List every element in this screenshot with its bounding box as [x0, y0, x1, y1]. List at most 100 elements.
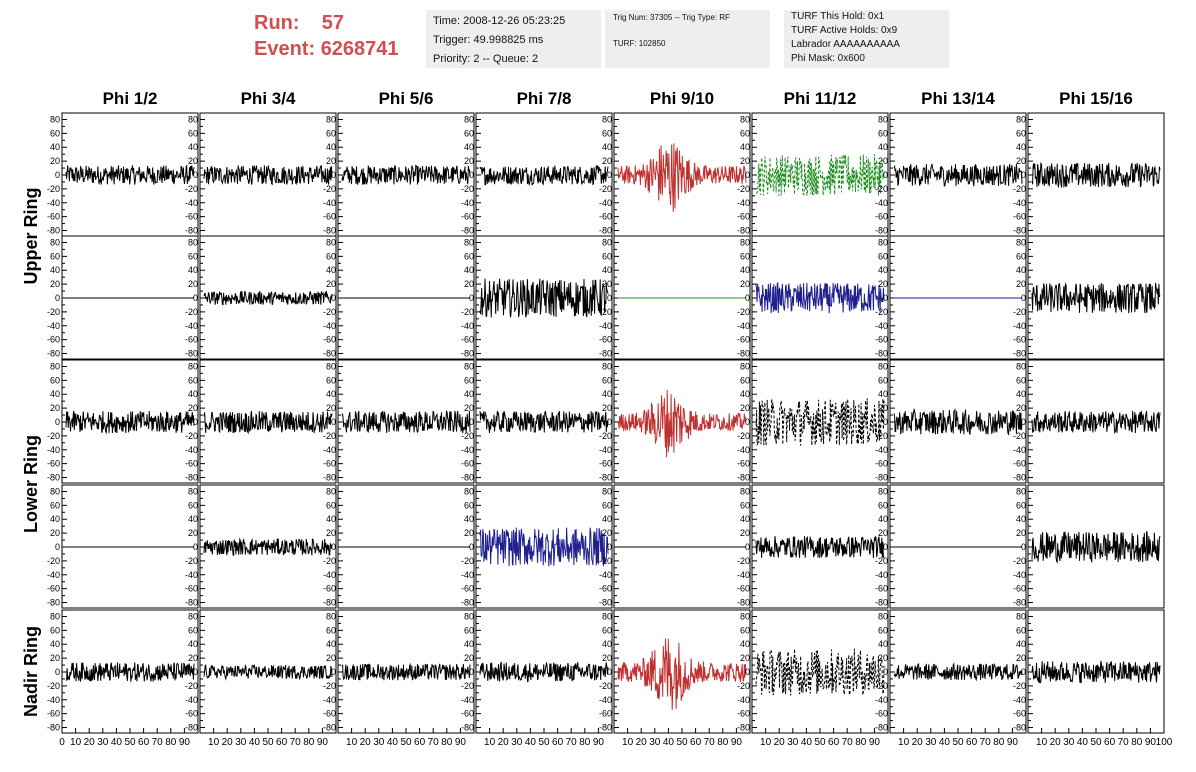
y-tick-label: 40	[326, 265, 336, 275]
y-tick-label: -40	[737, 570, 750, 580]
time-info-box: Time: 2008-12-26 05:23:25 Trigger: 49.99…	[426, 10, 601, 68]
y-tick-label: 0	[745, 542, 750, 552]
x-tick-label: 90	[455, 737, 467, 748]
y-tick-label: -20	[323, 681, 336, 691]
x-tick-label: 50	[1090, 737, 1102, 748]
y-tick-label: 60	[602, 128, 612, 138]
y-tick-label: 0	[331, 170, 336, 180]
y-tick-label: 40	[188, 142, 198, 152]
column-header: Phi 1/2	[103, 89, 158, 108]
y-tick-label: 40	[188, 514, 198, 524]
waveform-trace	[617, 389, 747, 458]
y-tick-label: -20	[47, 307, 60, 317]
y-tick-label: 0	[331, 667, 336, 677]
y-tick-label: -80	[737, 723, 750, 733]
y-tick-label: 60	[326, 251, 336, 261]
y-tick-label: -20	[875, 431, 888, 441]
y-tick-label: 20	[50, 279, 60, 289]
y-tick-label: 40	[1016, 265, 1026, 275]
y-tick-label: 60	[602, 625, 612, 635]
waveform-trace	[203, 410, 333, 435]
y-tick-label: -80	[875, 473, 888, 483]
y-tick-label: -80	[185, 598, 198, 608]
y-tick-label: 0	[883, 667, 888, 677]
y-tick-label: -40	[1013, 695, 1026, 705]
y-tick-label: -80	[1013, 723, 1026, 733]
trigger-text: Trigger: 49.998825 ms	[433, 34, 544, 46]
waveform-trace	[755, 154, 885, 197]
y-tick-label: -60	[737, 709, 750, 719]
y-tick-label: 20	[1016, 403, 1026, 413]
waveform-trace	[755, 648, 885, 696]
y-tick-label: -20	[185, 681, 198, 691]
x-tick-label: 50	[400, 737, 412, 748]
y-tick-label: 20	[1016, 279, 1026, 289]
x-tick-label: 20	[636, 737, 648, 748]
y-tick-label: -60	[47, 212, 60, 222]
y-tick-label: -20	[599, 307, 612, 317]
turf-active-text: TURF Active Holds: 0x9	[791, 25, 898, 36]
event-row: Event: 6268741	[254, 36, 399, 62]
y-tick-label: 60	[740, 128, 750, 138]
y-tick-label: -20	[185, 307, 198, 317]
y-tick-label: 60	[464, 500, 474, 510]
y-tick-label: -80	[47, 349, 60, 359]
waveform-trace	[479, 527, 609, 567]
waveform-trace	[893, 407, 1023, 436]
run-label: Run:	[254, 12, 300, 34]
y-tick-label: 60	[1016, 625, 1026, 635]
y-tick-label: 20	[878, 653, 888, 663]
y-tick-label: 60	[326, 625, 336, 635]
y-tick-label: 20	[50, 156, 60, 166]
y-tick-label: -80	[875, 226, 888, 236]
x-tick-label: 80	[441, 737, 453, 748]
y-tick-label: -60	[1013, 709, 1026, 719]
y-tick-label: -40	[599, 321, 612, 331]
y-tick-label: -40	[185, 445, 198, 455]
y-tick-label: -40	[875, 445, 888, 455]
y-tick-label: 80	[464, 611, 474, 621]
y-tick-label: 40	[188, 265, 198, 275]
y-tick-label: 60	[878, 251, 888, 261]
y-tick-label: 60	[464, 625, 474, 635]
y-tick-label: 80	[602, 114, 612, 124]
y-tick-label: 40	[1016, 514, 1026, 524]
y-tick-label: 60	[464, 251, 474, 261]
y-tick-label: 60	[326, 500, 336, 510]
x-tick-label: 80	[717, 737, 729, 748]
y-tick-label: -20	[323, 431, 336, 441]
y-tick-label: -80	[323, 723, 336, 733]
y-tick-label: -80	[599, 349, 612, 359]
y-tick-label: -40	[461, 695, 474, 705]
y-tick-label: 60	[1016, 375, 1026, 385]
y-tick-label: -80	[599, 226, 612, 236]
y-tick-label: 60	[50, 500, 60, 510]
y-tick-label: 20	[602, 279, 612, 289]
y-tick-label: 80	[464, 237, 474, 247]
y-tick-label: -60	[185, 459, 198, 469]
x-tick-label: 0	[59, 737, 65, 748]
y-tick-label: 0	[1021, 170, 1026, 180]
waveform-trace	[755, 535, 885, 559]
y-tick-label: -60	[461, 584, 474, 594]
y-tick-label: 60	[464, 375, 474, 385]
y-tick-label: 60	[464, 128, 474, 138]
y-tick-label: -80	[1013, 226, 1026, 236]
y-tick-label: 20	[326, 279, 336, 289]
y-tick-label: 60	[188, 128, 198, 138]
y-tick-label: 80	[878, 486, 888, 496]
y-tick-label: 80	[50, 114, 60, 124]
y-tick-label: 80	[188, 361, 198, 371]
y-tick-label: 40	[740, 265, 750, 275]
y-tick-label: 60	[1016, 251, 1026, 261]
y-tick-label: 40	[740, 389, 750, 399]
priority-text: Priority: 2 -- Queue: 2	[433, 53, 539, 65]
waveform-trace	[65, 662, 195, 682]
y-tick-label: -40	[47, 695, 60, 705]
y-tick-label: 80	[1016, 486, 1026, 496]
run-value: 57	[321, 12, 345, 34]
x-tick-label: 40	[1077, 737, 1089, 748]
y-tick-label: 0	[745, 170, 750, 180]
y-tick-label: 20	[326, 156, 336, 166]
y-tick-label: 20	[740, 528, 750, 538]
